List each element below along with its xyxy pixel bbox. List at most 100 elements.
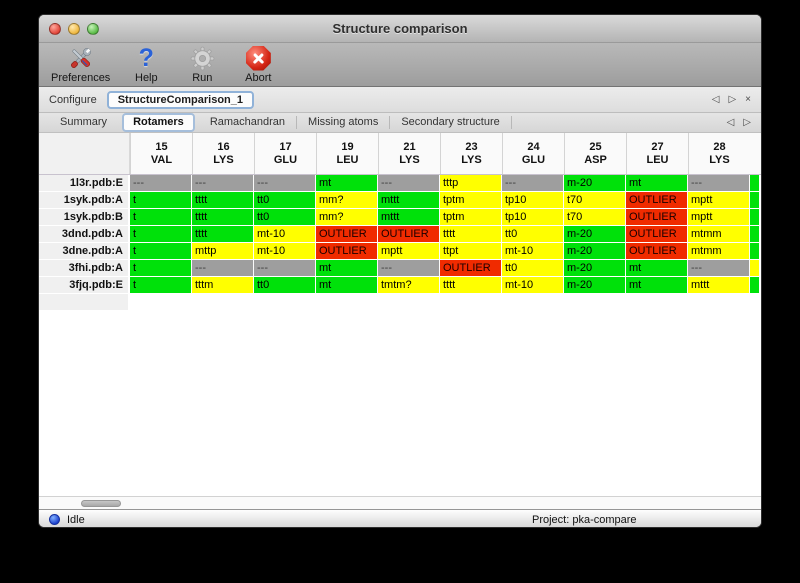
rotamer-cell[interactable]: mt-10 bbox=[254, 243, 316, 259]
rotamer-cell[interactable]: --- bbox=[254, 260, 316, 276]
rotamer-cell[interactable]: --- bbox=[688, 260, 750, 276]
rotamer-cell[interactable]: --- bbox=[688, 175, 750, 191]
config-close-icon[interactable]: × bbox=[745, 94, 751, 105]
rotamer-cell[interactable]: t70 bbox=[564, 192, 626, 208]
rotamer-cell[interactable]: tttp bbox=[440, 175, 502, 191]
rotamer-cell[interactable]: tttt bbox=[192, 192, 254, 208]
rotamer-cell[interactable]: mm? bbox=[316, 192, 378, 208]
row-label[interactable]: 3dnd.pdb:A bbox=[39, 226, 130, 242]
zoom-window-button[interactable] bbox=[87, 23, 99, 35]
config-prev-icon[interactable]: ◁ bbox=[711, 94, 720, 105]
title-bar[interactable]: Structure comparison bbox=[39, 15, 761, 43]
column-header[interactable]: 21 LYS bbox=[378, 133, 440, 174]
rotamer-cell[interactable]: t bbox=[130, 243, 192, 259]
rotamer-cell[interactable]: tt0 bbox=[502, 226, 564, 242]
rotamer-cell[interactable]: tt0 bbox=[502, 260, 564, 276]
column-header[interactable]: 27 LEU bbox=[626, 133, 688, 174]
rotamer-cell[interactable]: mt bbox=[316, 175, 378, 191]
rotamer-cell[interactable]: --- bbox=[378, 260, 440, 276]
row-label[interactable]: 3dne.pdb:A bbox=[39, 243, 130, 259]
abort-button[interactable]: Abort bbox=[238, 44, 278, 84]
rotamer-cell[interactable]: mt-10 bbox=[254, 226, 316, 242]
rotamer-cell-partial[interactable] bbox=[750, 260, 759, 276]
rotamer-cell[interactable]: OUTLIER bbox=[440, 260, 502, 276]
tab-next-icon[interactable]: ▷ bbox=[743, 117, 751, 128]
tab-summary[interactable]: Summary bbox=[60, 116, 108, 128]
config-next-icon[interactable]: ▷ bbox=[728, 94, 737, 105]
rotamer-cell[interactable]: t bbox=[130, 260, 192, 276]
rotamer-cell[interactable]: m-20 bbox=[564, 260, 626, 276]
rotamer-cell[interactable]: m-20 bbox=[564, 175, 626, 191]
rotamer-cell[interactable]: OUTLIER bbox=[316, 226, 378, 242]
rotamer-cell[interactable]: mptt bbox=[688, 209, 750, 225]
rotamer-cell[interactable]: OUTLIER bbox=[626, 192, 688, 208]
rotamer-cell[interactable]: t bbox=[130, 277, 192, 293]
rotamer-cell[interactable]: --- bbox=[192, 175, 254, 191]
rotamer-cell-partial[interactable] bbox=[750, 226, 759, 242]
rotamer-cell[interactable]: --- bbox=[254, 175, 316, 191]
rotamer-cell[interactable]: OUTLIER bbox=[626, 209, 688, 225]
rotamer-cell[interactable]: ttpt bbox=[440, 243, 502, 259]
minimize-window-button[interactable] bbox=[68, 23, 80, 35]
rotamer-cell[interactable]: t bbox=[130, 209, 192, 225]
rotamer-cell[interactable]: mt bbox=[316, 260, 378, 276]
column-header[interactable]: 16 LYS bbox=[192, 133, 254, 174]
rotamer-cell[interactable]: t bbox=[130, 226, 192, 242]
rotamer-cell[interactable]: mt-10 bbox=[502, 243, 564, 259]
rotamer-cell[interactable]: m-20 bbox=[564, 226, 626, 242]
row-label[interactable]: 3fhi.pdb:A bbox=[39, 260, 130, 276]
rotamer-cell-partial[interactable] bbox=[750, 209, 759, 225]
rotamer-cell[interactable]: OUTLIER bbox=[626, 243, 688, 259]
row-label[interactable]: 1l3r.pdb:E bbox=[39, 175, 130, 191]
rotamer-cell[interactable]: --- bbox=[502, 175, 564, 191]
column-header[interactable]: 19 LEU bbox=[316, 133, 378, 174]
rotamer-cell[interactable]: tttt bbox=[192, 226, 254, 242]
rotamer-cell[interactable]: tttt bbox=[192, 209, 254, 225]
rotamer-cell[interactable]: tttm bbox=[192, 277, 254, 293]
row-label[interactable]: 3fjq.pdb:E bbox=[39, 277, 130, 293]
rotamer-cell[interactable]: t bbox=[130, 192, 192, 208]
rotamer-cell[interactable]: mptt bbox=[688, 192, 750, 208]
rotamer-cell[interactable]: tmtm? bbox=[378, 277, 440, 293]
rotamer-cell[interactable]: tptm bbox=[440, 209, 502, 225]
rotamer-cell[interactable]: --- bbox=[378, 175, 440, 191]
column-header[interactable]: 28 LYS bbox=[688, 133, 750, 174]
tab-rotamers[interactable]: Rotamers bbox=[122, 113, 195, 132]
rotamer-cell[interactable]: tp10 bbox=[502, 192, 564, 208]
rotamer-cell[interactable]: mt bbox=[626, 175, 688, 191]
rotamer-cell-partial[interactable] bbox=[750, 277, 759, 293]
row-label[interactable]: 1syk.pdb:A bbox=[39, 192, 130, 208]
column-header[interactable]: 15 VAL bbox=[130, 133, 192, 174]
rotamer-cell[interactable]: tt0 bbox=[254, 277, 316, 293]
rotamer-cell[interactable]: mm? bbox=[316, 209, 378, 225]
rotamer-cell[interactable]: mt-10 bbox=[502, 277, 564, 293]
rotamer-cell-partial[interactable] bbox=[750, 192, 759, 208]
rotamer-cell[interactable]: tptm bbox=[440, 192, 502, 208]
rotamer-cell[interactable]: m-20 bbox=[564, 277, 626, 293]
rotamer-cell[interactable]: OUTLIER bbox=[378, 226, 440, 242]
rotamer-cell[interactable]: t70 bbox=[564, 209, 626, 225]
rotamer-cell-partial[interactable] bbox=[750, 175, 759, 191]
rotamer-cell[interactable]: mttp bbox=[192, 243, 254, 259]
tab-secondary-structure[interactable]: Secondary structure bbox=[390, 116, 512, 129]
scrollbar-thumb[interactable] bbox=[81, 500, 121, 507]
rotamer-cell[interactable]: mptt bbox=[378, 243, 440, 259]
rotamer-cell[interactable]: mt bbox=[316, 277, 378, 293]
close-window-button[interactable] bbox=[49, 23, 61, 35]
rotamer-cell[interactable]: OUTLIER bbox=[626, 226, 688, 242]
horizontal-scrollbar[interactable] bbox=[39, 496, 761, 509]
rotamer-cell[interactable]: mt bbox=[626, 260, 688, 276]
rotamer-cell[interactable]: tp10 bbox=[502, 209, 564, 225]
run-button[interactable]: Run bbox=[182, 44, 222, 84]
tab-prev-icon[interactable]: ◁ bbox=[726, 117, 735, 128]
tab-ramachandran[interactable]: Ramachandran bbox=[199, 116, 298, 129]
rotamer-cell[interactable]: tt0 bbox=[254, 209, 316, 225]
help-button[interactable]: ? Help bbox=[126, 44, 166, 84]
rotamer-cell-partial[interactable] bbox=[750, 243, 759, 259]
rotamer-cell[interactable]: tt0 bbox=[254, 192, 316, 208]
column-header[interactable]: 17 GLU bbox=[254, 133, 316, 174]
rotamer-cell[interactable]: mttt bbox=[378, 192, 440, 208]
column-header[interactable]: 24 GLU bbox=[502, 133, 564, 174]
rotamer-cell[interactable]: --- bbox=[130, 175, 192, 191]
rotamer-cell[interactable]: --- bbox=[192, 260, 254, 276]
